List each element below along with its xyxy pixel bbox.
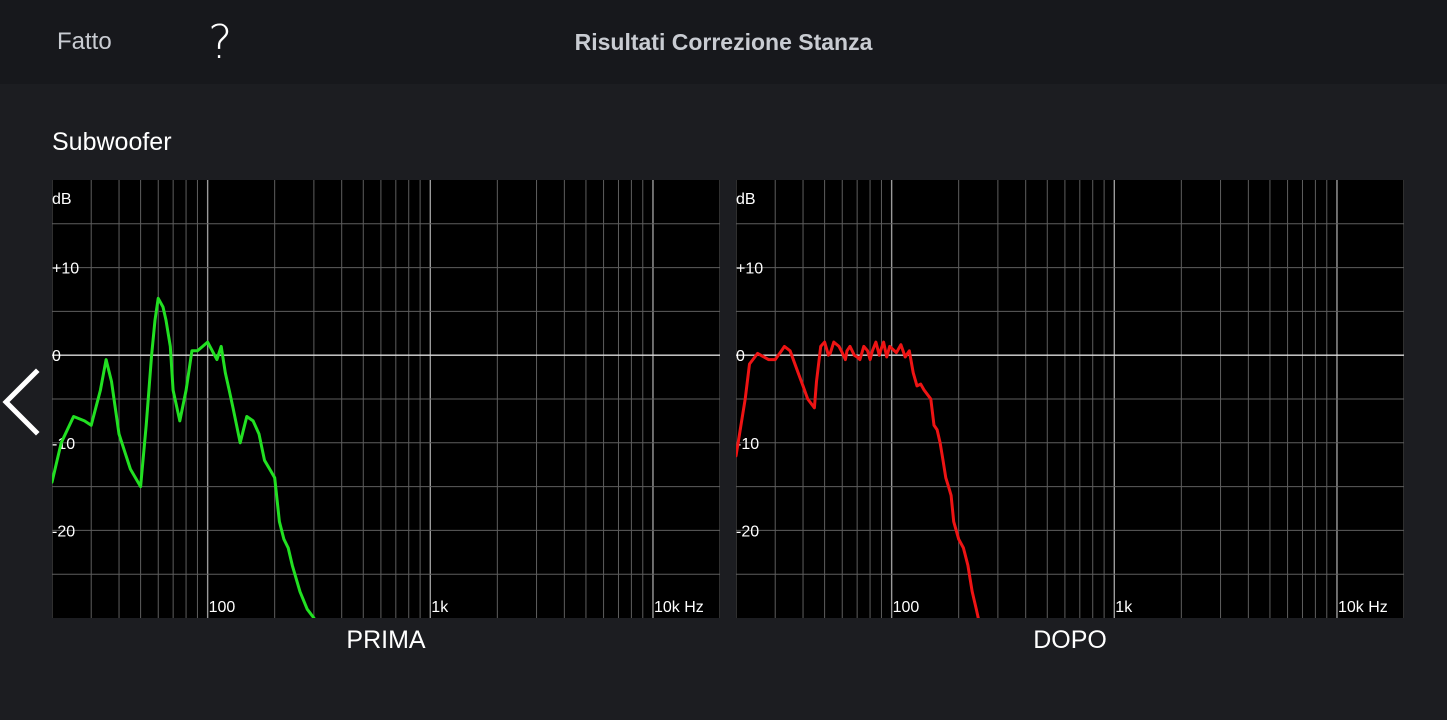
chart-after: dB +10 0 -10 -20 100 1k 10k Hz <box>736 180 1404 618</box>
chevron-left-icon <box>2 368 40 436</box>
chart-before-caption: PRIMA <box>346 626 426 654</box>
section-title: Subwoofer <box>52 128 172 156</box>
series-line <box>736 340 980 618</box>
page-title: Risultati Correzione Stanza <box>574 29 873 55</box>
x-tick-label: 1k <box>1115 599 1133 616</box>
chart-before: dB +10 0 -10 -20 100 1k 10k Hz <box>52 180 720 618</box>
x-tick-label: 100 <box>893 599 920 616</box>
y-tick-label: +10 <box>736 261 763 278</box>
top-bar: Fatto ? Risultati Correzione Stanza <box>0 0 1447 84</box>
y-tick-label: 0 <box>52 348 61 365</box>
x-tick-label: 10k Hz <box>1338 599 1388 616</box>
y-tick-label: -10 <box>736 436 759 453</box>
y-tick-label: -10 <box>52 436 75 453</box>
y-axis-label: dB <box>736 191 756 208</box>
x-tick-label: 1k <box>431 599 449 616</box>
done-button[interactable]: Fatto <box>57 28 112 55</box>
y-axis-label: dB <box>52 191 72 208</box>
y-tick-label: -20 <box>52 523 75 540</box>
y-tick-label: -20 <box>736 523 759 540</box>
help-button[interactable]: ? <box>208 15 233 69</box>
back-button[interactable] <box>0 368 40 438</box>
chart-after-caption: DOPO <box>1033 626 1107 654</box>
y-tick-label: +10 <box>52 261 79 278</box>
x-tick-label: 100 <box>209 599 236 616</box>
series-line <box>52 296 316 618</box>
y-tick-label: 0 <box>736 348 745 365</box>
chart-before-plot: dB +10 0 -10 -20 100 1k 10k Hz <box>52 180 720 618</box>
x-tick-label: 10k Hz <box>654 599 704 616</box>
chart-after-plot: dB +10 0 -10 -20 100 1k 10k Hz <box>736 180 1404 618</box>
